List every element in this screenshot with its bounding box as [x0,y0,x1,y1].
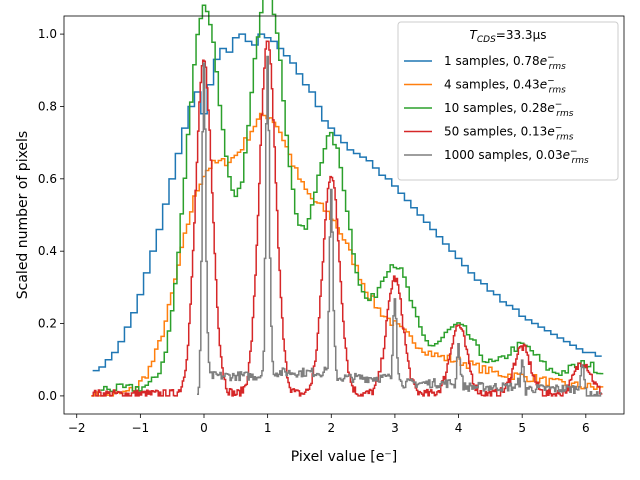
legend: TCDS=33.3µs 1 samples, 0.78e− rms 4 sample… [397,21,619,181]
legend-title-main: T [470,28,479,42]
legend-label-2: 4 samples, 0.43e− rms [444,77,566,96]
series-line-1 [92,33,602,372]
series-line-3 [100,0,604,393]
x-tick-label: 5 [518,421,526,435]
legend-label-1: 1 samples, 0.78e− rms [444,53,566,72]
x-tick-label: 3 [391,421,399,435]
y-tick-label: 1.0 [38,27,57,41]
y-tick-label: 0.2 [38,317,57,331]
x-axis-title-text: Pixel value [e⁻] [291,449,397,465]
x-tick-label: 2 [327,421,335,435]
y-tick-label: 0.6 [38,172,57,186]
series-line-5 [197,55,602,397]
legend-label-4: 50 samples, 0.13e− rms [444,124,574,143]
legend-box [397,21,619,181]
y-tick-label: 0.0 [38,389,57,403]
x-tick-label: 0 [200,421,208,435]
legend-title-rest: =33.3µs [496,28,547,42]
x-tick-label: 4 [455,421,463,435]
legend-title: TCDS=33.3µs [470,28,547,45]
y-axis-title: Scaled number of pixels [15,131,31,299]
x-tick-label: −2 [68,421,86,435]
legend-title-sub: CDS [477,35,496,45]
series-line-4 [92,40,603,397]
legend-entries: 1 samples, 0.78e− rms 4 samples, 0.43e− rms… [404,53,589,166]
y-axis: 0.0 0.2 0.4 0.6 0.8 1.0 [38,27,64,403]
y-tick-label: 0.4 [38,244,57,258]
series-line-2 [91,112,604,397]
legend-label-5: 1000 samples, 0.03e− rms [444,147,589,166]
x-tick-label: 1 [264,421,272,435]
series-layer [91,0,604,397]
x-tick-label: −1 [132,421,150,435]
legend-label-3: 10 samples, 0.28e− rms [444,100,574,119]
x-axis: −2 −1 0 1 2 3 4 5 6 [68,414,590,435]
y-tick-label: 0.8 [38,99,57,113]
axes-frame [63,15,625,415]
x-axis-title: Pixel value [e⁻] [291,449,397,465]
x-tick-label: 6 [582,421,590,435]
